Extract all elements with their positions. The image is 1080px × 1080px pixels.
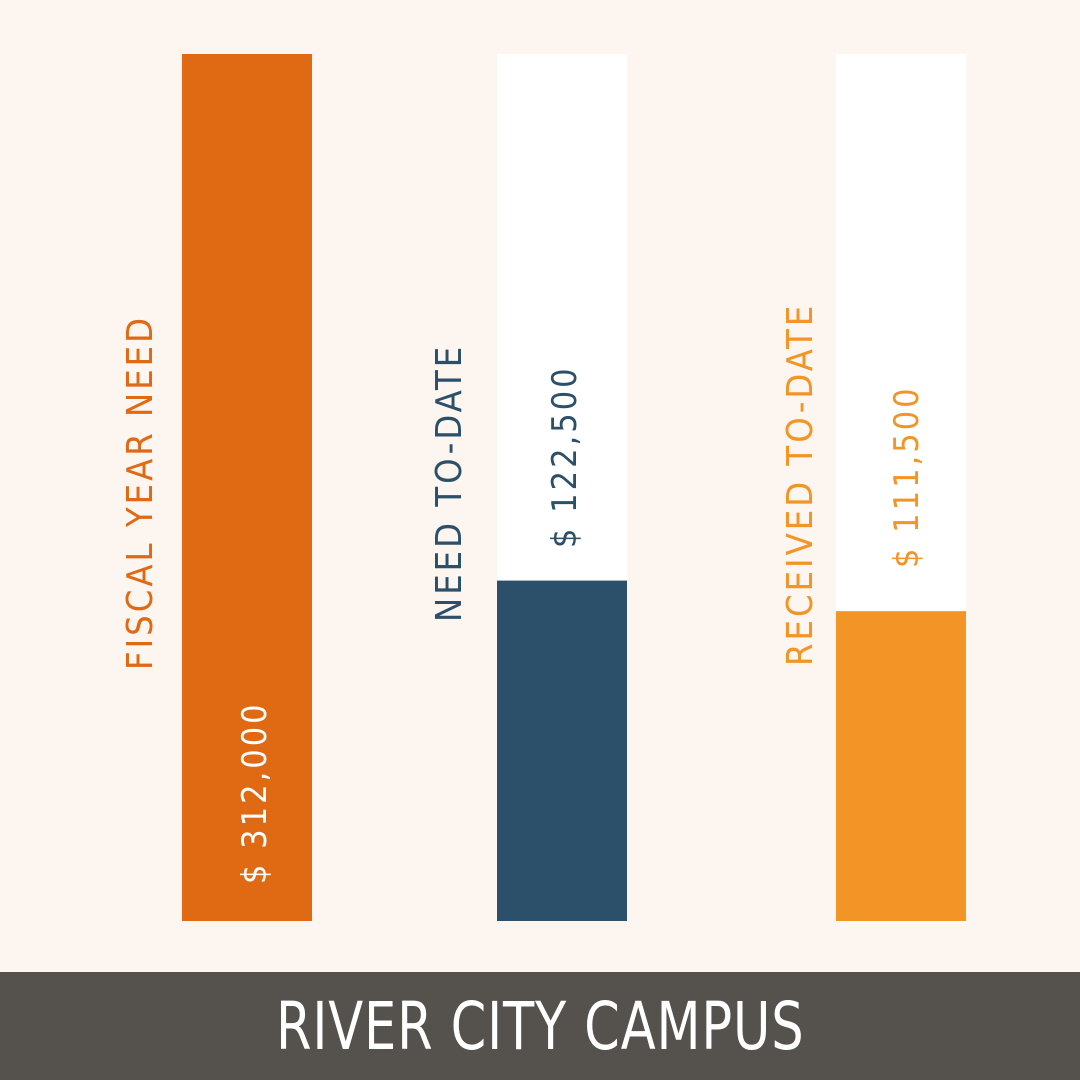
- bar-received-to-date: [836, 611, 966, 921]
- bar-chart: FISCAL YEAR NEED $ 312,000 NEED TO-DATE $ 1…: [120, 54, 966, 921]
- category-label-fiscal-year-need: FISCAL YEAR NEED: [120, 315, 161, 670]
- bar-need-to-date: [497, 580, 627, 921]
- value-label-received-to-date: $ 111,500: [887, 385, 927, 568]
- campus-title: RIVER CITY CAMPUS: [275, 987, 805, 1065]
- bar-fiscal-year-need: [182, 54, 312, 921]
- footer-banner: RIVER CITY CAMPUS: [0, 972, 1080, 1080]
- category-label-received-to-date: RECEIVED TO-DATE: [780, 303, 821, 666]
- category-label-need-to-date: NEED TO-DATE: [429, 344, 470, 622]
- value-label-fiscal-year-need: $ 312,000: [235, 701, 275, 884]
- value-label-need-to-date: $ 122,500: [545, 365, 585, 548]
